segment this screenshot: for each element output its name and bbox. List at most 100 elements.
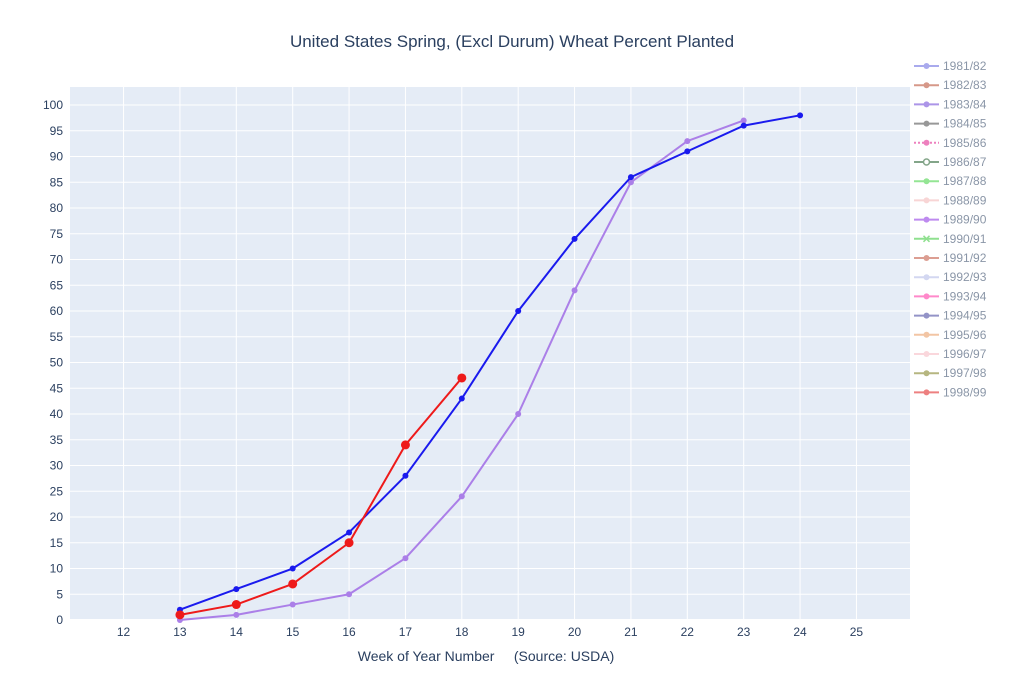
legend-marker xyxy=(923,82,930,89)
legend-marker xyxy=(923,274,930,281)
legend-item[interactable]: 1993/94 xyxy=(914,289,987,303)
data-point[interactable] xyxy=(289,601,296,608)
x-tick-label: 20 xyxy=(568,625,582,639)
legend-marker xyxy=(922,158,931,166)
legend-marker xyxy=(923,197,930,204)
legend-label: 1992/93 xyxy=(943,270,987,284)
legend-marker xyxy=(922,235,931,243)
data-point[interactable] xyxy=(571,235,578,242)
legend-label: 1981/82 xyxy=(943,59,987,73)
legend-item[interactable]: 1984/85 xyxy=(914,117,987,131)
x-tick-label: 23 xyxy=(737,625,751,639)
legend-item[interactable]: 1995/96 xyxy=(914,328,987,342)
y-tick-label: 20 xyxy=(50,510,64,524)
legend[interactable]: 1981/82 1982/83 1983/84 1984/85 1985/86 1986/… xyxy=(914,59,987,399)
y-tick-label: 45 xyxy=(50,381,64,395)
data-point[interactable] xyxy=(458,493,465,500)
data-point[interactable] xyxy=(684,148,691,155)
y-tick-label: 70 xyxy=(50,253,64,267)
legend-label: 1995/96 xyxy=(943,328,987,342)
data-point[interactable] xyxy=(346,591,353,598)
legend-item[interactable]: 1992/93 xyxy=(914,270,987,284)
data-point[interactable] xyxy=(402,555,409,562)
legend-label: 1990/91 xyxy=(943,232,987,246)
data-point[interactable] xyxy=(740,122,747,129)
legend-marker xyxy=(923,331,930,338)
x-axis-title: Week of Year Number (Source: USDA) xyxy=(358,648,615,664)
legend-item[interactable]: 1990/91 xyxy=(914,232,987,246)
legend-item[interactable]: 1986/87 xyxy=(914,155,987,169)
data-point[interactable] xyxy=(289,565,296,572)
y-tick-label: 30 xyxy=(50,459,64,473)
x-tick-label: 18 xyxy=(455,625,469,639)
data-point[interactable] xyxy=(684,138,691,145)
y-tick-label: 25 xyxy=(50,484,64,498)
data-point[interactable] xyxy=(627,174,634,181)
data-point[interactable] xyxy=(402,472,409,479)
data-point[interactable] xyxy=(344,538,354,548)
x-tick-label: 14 xyxy=(230,625,244,639)
x-tick-label: 24 xyxy=(793,625,807,639)
data-point[interactable] xyxy=(515,308,522,315)
data-point[interactable] xyxy=(515,411,522,418)
legend-item[interactable]: 1991/92 xyxy=(914,251,987,265)
data-point[interactable] xyxy=(740,117,747,124)
legend-item[interactable]: 1989/90 xyxy=(914,213,987,227)
x-tick-label: 21 xyxy=(624,625,638,639)
series-layer xyxy=(175,112,804,623)
y-tick-label: 5 xyxy=(56,587,63,601)
data-point[interactable] xyxy=(457,373,467,383)
y-gridlines xyxy=(70,104,910,621)
y-tick-label: 65 xyxy=(50,278,64,292)
legend-label: 1989/90 xyxy=(943,213,987,227)
data-point[interactable] xyxy=(233,586,240,593)
legend-item[interactable]: 1998/99 xyxy=(914,385,987,399)
data-point[interactable] xyxy=(288,579,298,589)
legend-item[interactable]: 1985/86 xyxy=(914,136,987,150)
legend-marker xyxy=(923,216,930,223)
legend-marker xyxy=(923,312,930,319)
y-tick-label: 35 xyxy=(50,433,64,447)
legend-label: 1994/95 xyxy=(943,309,987,323)
legend-label: 1983/84 xyxy=(943,97,987,111)
series-line xyxy=(179,114,801,611)
legend-item[interactable]: 1994/95 xyxy=(914,309,987,323)
data-point[interactable] xyxy=(346,529,353,536)
legend-item[interactable]: 1996/97 xyxy=(914,347,987,361)
x-tick-label: 15 xyxy=(286,625,300,639)
y-tick-label: 80 xyxy=(50,201,64,215)
legend-marker xyxy=(923,101,930,108)
data-point[interactable] xyxy=(400,440,410,450)
legend-item[interactable]: 1997/98 xyxy=(914,366,987,380)
legend-item[interactable]: 1982/83 xyxy=(914,78,987,92)
y-tick-label: 15 xyxy=(50,536,64,550)
legend-label: 1998/99 xyxy=(943,385,987,399)
x-tick-label: 19 xyxy=(512,625,526,639)
legend-label: 1996/97 xyxy=(943,347,987,361)
data-point[interactable] xyxy=(233,611,240,618)
legend-label: 1987/88 xyxy=(943,174,987,188)
legend-marker xyxy=(923,63,930,69)
y-tick-label: 10 xyxy=(50,562,64,576)
data-point[interactable] xyxy=(175,610,185,620)
y-tick-label: 75 xyxy=(50,227,64,241)
data-point[interactable] xyxy=(458,395,465,402)
x-tick-label: 13 xyxy=(173,625,187,639)
legend-item[interactable]: 1983/84 xyxy=(914,97,987,111)
series-red xyxy=(175,373,467,620)
legend-label: 1988/89 xyxy=(943,193,987,207)
data-point[interactable] xyxy=(571,287,578,294)
data-point[interactable] xyxy=(231,600,241,610)
legend-label: 1984/85 xyxy=(943,117,987,131)
legend-item[interactable]: 1987/88 xyxy=(914,174,987,188)
x-tick-label: 17 xyxy=(399,625,413,639)
legend-marker xyxy=(923,178,930,185)
y-tick-label: 55 xyxy=(50,330,64,344)
legend-label: 1986/87 xyxy=(943,155,987,169)
data-point[interactable] xyxy=(797,112,804,119)
y-tick-label: 0 xyxy=(56,613,63,627)
legend-item[interactable]: 1988/89 xyxy=(914,193,987,207)
data-point[interactable] xyxy=(627,179,634,186)
legend-item[interactable]: 1981/82 xyxy=(914,59,987,73)
